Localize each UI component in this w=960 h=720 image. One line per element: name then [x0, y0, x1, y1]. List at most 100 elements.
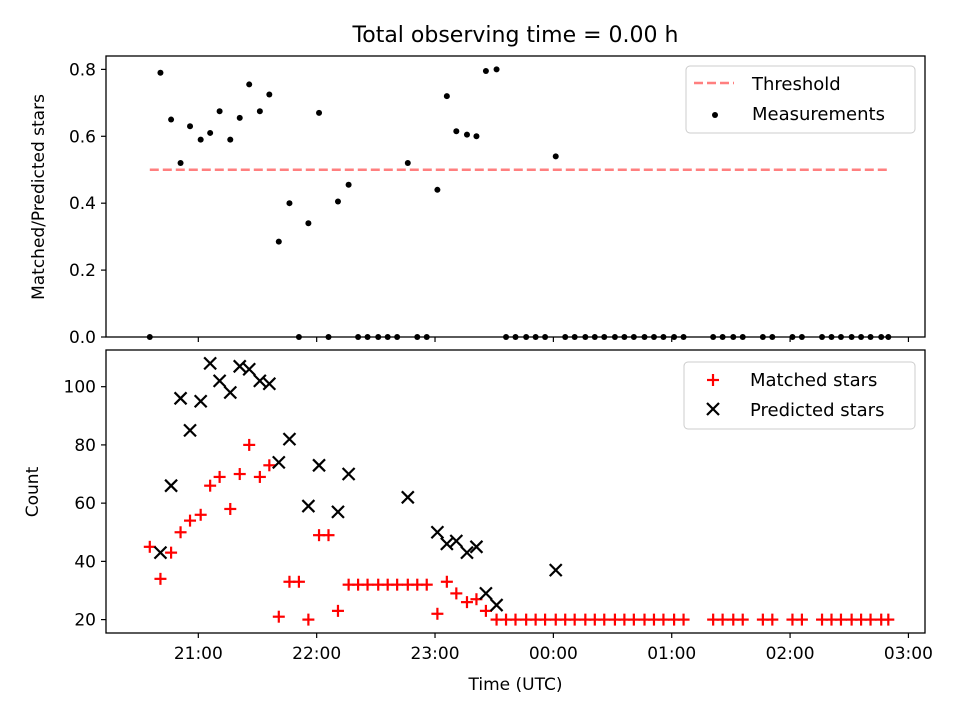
bottom-y-axis-label: Count — [23, 466, 43, 517]
measurement-point — [334, 198, 341, 205]
bottom-legend-box — [683, 361, 916, 430]
matched-star-point — [736, 613, 749, 626]
matched-star-point — [834, 613, 847, 626]
predicted-star-point — [341, 467, 356, 481]
y-tick-label: 0.8 — [69, 60, 96, 80]
top-panel: 0.00.20.40.60.8 Matched/Predicted stars … — [29, 55, 926, 348]
predicted-star-point — [440, 537, 454, 551]
legend-measurements-swatch — [712, 112, 718, 118]
matched-star-point — [292, 575, 305, 588]
bottom-legend: Matched stars Predicted stars — [683, 361, 916, 430]
predicted-star-point — [262, 376, 277, 391]
measurement-point — [473, 133, 480, 140]
predicted-star-point — [469, 540, 484, 554]
y-tick-label: 0.0 — [69, 328, 96, 348]
matched-star-point — [174, 526, 187, 539]
predicted-star-point — [449, 534, 464, 548]
matched-star-point — [716, 613, 729, 626]
predicted-star-point — [164, 478, 178, 493]
y-tick-label: 0.4 — [69, 194, 96, 214]
top-legend-box — [685, 65, 916, 134]
legend-matched-label: Matched stars — [750, 370, 877, 391]
measurement-point — [197, 136, 204, 143]
top-y-axis-label: Matched/Predicted stars — [29, 94, 49, 300]
measurement-point — [236, 114, 243, 121]
matched-star-point — [460, 596, 473, 609]
measurement-point — [434, 186, 441, 193]
predicted-star-point — [312, 458, 326, 473]
top-y-axis-ticks: 0.0 0.2 0.4 0.6 0.8 — [69, 60, 106, 348]
measurement-point — [207, 129, 214, 136]
matched-star-point — [263, 459, 276, 472]
legend-matched-swatch — [707, 374, 719, 386]
predicted-star-point — [272, 455, 286, 470]
y-tick-label: 100 — [64, 378, 96, 398]
legend-measurements-label: Measurements — [752, 104, 885, 125]
matched-star-point — [154, 572, 167, 585]
predicted-star-point — [193, 394, 208, 409]
matched-star-point — [568, 613, 581, 626]
matched-star-point — [677, 613, 690, 626]
matched-star-point — [165, 546, 178, 559]
matched-star-point — [184, 514, 197, 527]
predicted-star-point — [232, 359, 247, 374]
y-tick-label: 80 — [74, 436, 96, 456]
x-tick-label: 03:00 — [884, 644, 933, 664]
bottom-y-axis-ticks: 20 40 60 80 100 — [64, 378, 106, 631]
measurement-point — [256, 108, 263, 115]
matched-star-point — [766, 613, 779, 626]
measurement-point — [316, 109, 323, 116]
top-plot-frame — [105, 55, 926, 338]
predicted-star-point — [479, 586, 493, 601]
matched-star-point — [253, 470, 266, 483]
bottom-plot-frame — [105, 349, 926, 634]
x-tick-label: 22:00 — [292, 644, 341, 664]
matched-star-point — [598, 613, 611, 626]
measurement-point — [463, 131, 470, 138]
matched-star-point — [450, 587, 463, 600]
measurement-point — [345, 181, 352, 188]
measurement-point — [493, 66, 500, 73]
predicted-star-point — [460, 545, 474, 560]
measurement-point — [227, 136, 234, 143]
legend-predicted-swatch — [706, 402, 720, 416]
x-tick-label: 00:00 — [529, 644, 578, 664]
matched-star-point — [657, 613, 670, 626]
measurement-point — [157, 69, 164, 76]
matched-star-point — [194, 508, 207, 521]
legend-predicted-label: Predicted stars — [750, 400, 884, 421]
matched-star-point — [224, 502, 237, 515]
matched-star-point — [272, 610, 285, 623]
measurement-point — [266, 91, 273, 98]
measurement-point — [443, 93, 450, 100]
bottom-panel: 20 40 60 80 100 21:00 22:00 23:00 00:00 01:00 02:… — [23, 349, 933, 695]
x-tick-label: 23:00 — [411, 644, 460, 664]
predicted-star-point — [242, 362, 256, 376]
x-tick-label: 02:00 — [766, 644, 815, 664]
measurement-point — [286, 200, 293, 207]
matched-star-point — [322, 529, 335, 542]
matched-star-point — [440, 575, 453, 588]
measurement-point — [453, 128, 460, 135]
y-tick-label: 40 — [74, 552, 96, 572]
matched-star-point — [204, 479, 217, 492]
predicted-star-point — [548, 563, 563, 577]
matched-star-point — [882, 613, 895, 626]
measurement-point — [216, 108, 223, 115]
measurement-point — [552, 153, 559, 160]
measurement-point — [187, 123, 194, 130]
measurement-point — [246, 81, 253, 88]
measurement-point — [168, 116, 175, 123]
predicted-star-point — [430, 525, 445, 540]
predicted-star-point — [301, 499, 316, 513]
matched-star-point — [213, 470, 226, 483]
measurement-point — [177, 160, 184, 167]
top-x-axis-ticks — [197, 337, 910, 342]
predicted-star-point — [183, 423, 197, 438]
matched-star-point — [233, 468, 246, 481]
chart-title: Total observing time = 0.00 h — [352, 23, 679, 48]
matched-star-point — [302, 613, 315, 626]
measurement-point — [482, 68, 489, 75]
matched-stars-series — [143, 438, 895, 626]
